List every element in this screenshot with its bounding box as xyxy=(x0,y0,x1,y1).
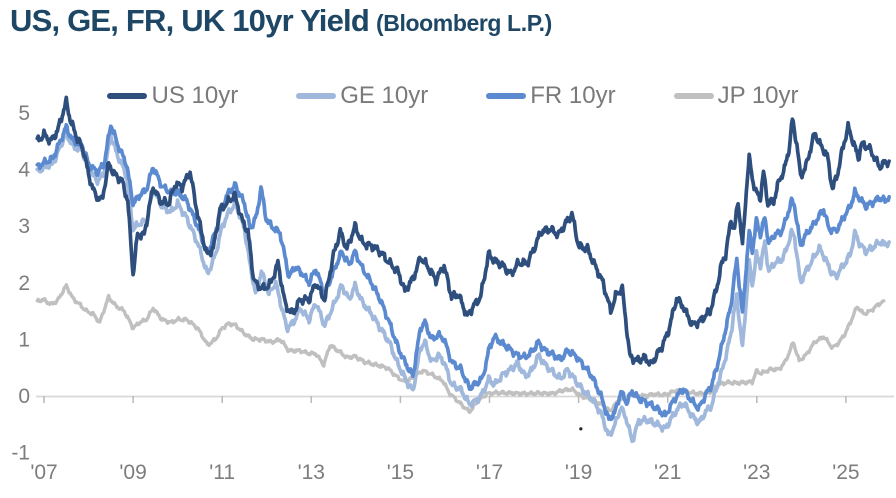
legend: US 10yr GE 10yr FR 10yr JP 10yr xyxy=(30,84,876,108)
x-axis-label-17: '17 xyxy=(476,461,503,484)
y-axis-label-4: 4 xyxy=(18,159,30,182)
legend-item-us-10yr: US 10yr xyxy=(107,84,238,108)
x-axis-label-13: '13 xyxy=(298,461,325,484)
legend-item-ge-10yr: GE 10yr xyxy=(296,84,428,108)
jp-10yr-line xyxy=(35,283,886,414)
us-10yr-line-swatch-icon xyxy=(107,93,148,99)
y-axis-label-0: 0 xyxy=(18,385,30,408)
chart-title-source: (Bloomberg L.P.) xyxy=(376,10,552,36)
x-axis-label-07: '07 xyxy=(30,461,57,484)
fr-10yr-line-swatch-icon xyxy=(486,93,527,99)
x-axis-label-15: '15 xyxy=(387,461,414,484)
x-axis-label-21: '21 xyxy=(654,461,681,484)
x-axis-label-23: '23 xyxy=(743,461,770,484)
stray-dot xyxy=(579,427,583,431)
y-axis-label-5: 5 xyxy=(18,102,30,125)
y-axis-label-3: 3 xyxy=(18,215,30,238)
x-axis-label-09: '09 xyxy=(119,461,146,484)
y-axis-label-1: 1 xyxy=(18,328,30,351)
fr-10yr-line xyxy=(35,122,891,422)
y-axis-label-2: 2 xyxy=(18,272,30,295)
ge-10yr-legend-label: GE 10yr xyxy=(340,82,429,109)
legend-item-jp-10yr: JP 10yr xyxy=(673,82,799,109)
chart-title: US, GE, FR, UK 10yr Yield (Bloomberg L.P.… xyxy=(10,2,552,39)
us-10yr-line xyxy=(35,95,891,367)
x-axis-label-19: '19 xyxy=(565,461,592,484)
x-axis-label-25: '25 xyxy=(832,461,859,484)
fr-10yr-legend-label: FR 10yr xyxy=(530,82,616,109)
chart-title-main: US, GE, FR, UK 10yr Yield xyxy=(10,3,370,38)
y-axis-label--1: -1 xyxy=(11,442,30,465)
legend-item-fr-10yr: FR 10yr xyxy=(486,82,616,109)
jp-10yr-line-swatch-icon xyxy=(673,93,714,99)
jp-10yr-legend-label: JP 10yr xyxy=(717,82,799,109)
us-10yr-legend-label: US 10yr xyxy=(151,82,239,109)
ge-10yr-line xyxy=(35,128,891,444)
ge-10yr-line-swatch-icon xyxy=(296,93,337,99)
x-axis-label-11: '11 xyxy=(209,461,235,484)
